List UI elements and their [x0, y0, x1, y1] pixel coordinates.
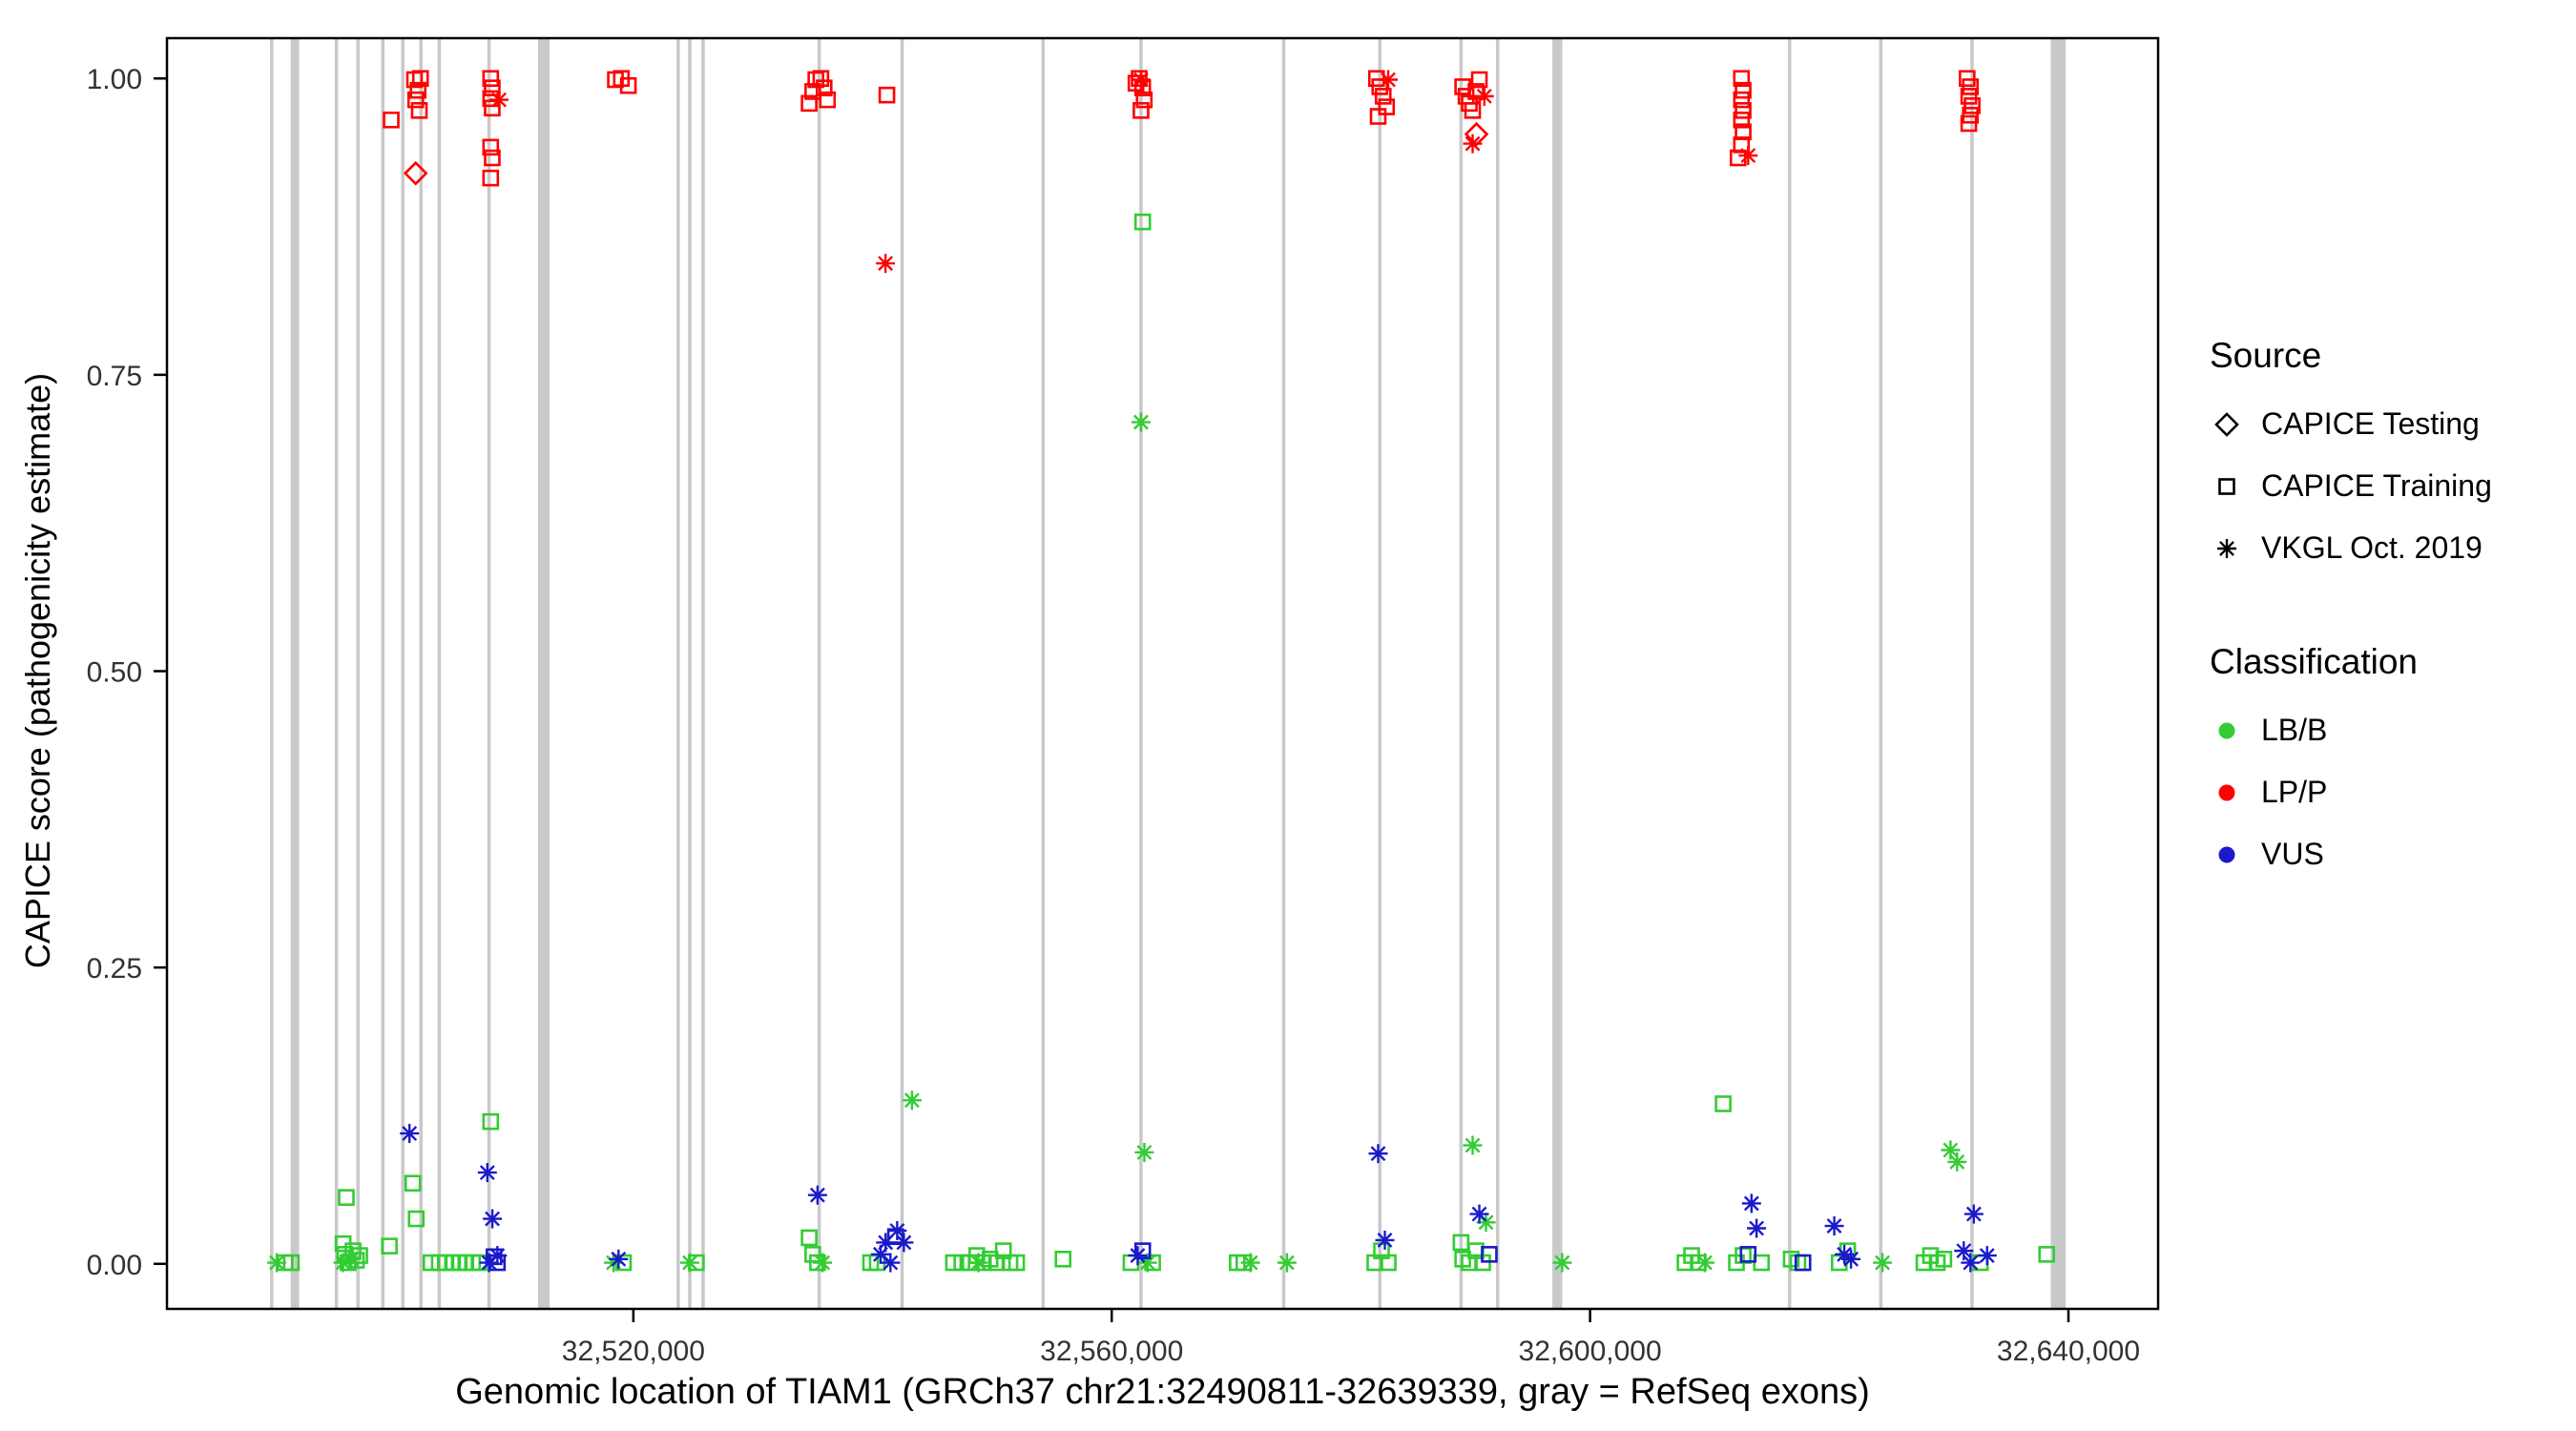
legend-item-label: CAPICE Training: [2261, 468, 2492, 503]
svg-text:0.00: 0.00: [87, 1250, 142, 1281]
legend-item-label: CAPICE Testing: [2261, 406, 2480, 441]
lbb-dot-icon: [2210, 714, 2244, 748]
svg-text:32,640,000: 32,640,000: [1997, 1336, 2140, 1367]
svg-text:0.50: 0.50: [87, 657, 142, 689]
legend-item-lbb: LB/B: [2210, 713, 2572, 748]
legend-item-vus: VUS: [2210, 837, 2572, 872]
legend-group-classification: Classification LB/B LP/P VUS: [2210, 642, 2572, 872]
legend-item-label: LB/B: [2261, 713, 2328, 747]
legend-source-title: Source: [2210, 336, 2322, 375]
legend-item-capice-testing: CAPICE Testing: [2210, 406, 2572, 442]
asterisk-icon: [2210, 531, 2244, 566]
svg-text:1.00: 1.00: [87, 64, 142, 95]
vus-dot-icon: [2210, 838, 2244, 872]
legend: Source CAPICE Testing CAPICE Training VK…: [2210, 336, 2572, 899]
diamond-icon: [2210, 407, 2244, 442]
lpp-dot-icon: [2210, 776, 2244, 810]
svg-text:0.75: 0.75: [87, 361, 142, 392]
square-icon: [2210, 469, 2244, 504]
y-axis-title: CAPICE score (pathogenicity estimate): [18, 372, 57, 969]
legend-item-vkgl: VKGL Oct. 2019: [2210, 530, 2572, 566]
legend-item-lpp: LP/P: [2210, 775, 2572, 810]
legend-item-label: VUS: [2261, 837, 2324, 871]
svg-text:32,560,000: 32,560,000: [1040, 1336, 1183, 1367]
legend-group-source: Source CAPICE Testing CAPICE Training VK…: [2210, 336, 2572, 566]
legend-item-capice-training: CAPICE Training: [2210, 468, 2572, 504]
svg-text:0.25: 0.25: [87, 953, 142, 985]
legend-classification-title: Classification: [2210, 642, 2418, 681]
legend-item-label: LP/P: [2261, 775, 2328, 809]
svg-text:32,600,000: 32,600,000: [1519, 1336, 1662, 1367]
legend-item-label: VKGL Oct. 2019: [2261, 530, 2483, 565]
svg-text:32,520,000: 32,520,000: [562, 1336, 705, 1367]
x-axis-title: Genomic location of TIAM1 (GRCh37 chr21:…: [455, 1372, 1870, 1412]
